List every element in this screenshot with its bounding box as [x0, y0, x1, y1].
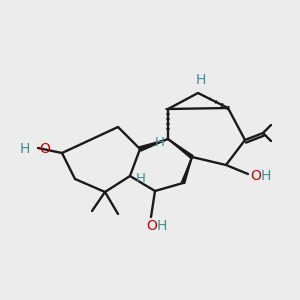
Text: H: H: [20, 142, 30, 156]
Polygon shape: [139, 139, 168, 151]
Polygon shape: [181, 157, 192, 184]
Text: O: O: [39, 142, 50, 156]
Text: H: H: [261, 169, 272, 183]
Text: H: H: [157, 219, 167, 233]
Text: O: O: [147, 219, 158, 233]
Text: H: H: [155, 136, 165, 149]
Text: H: H: [136, 172, 146, 184]
Text: O: O: [250, 169, 261, 183]
Text: H: H: [196, 73, 206, 87]
Polygon shape: [168, 139, 193, 158]
